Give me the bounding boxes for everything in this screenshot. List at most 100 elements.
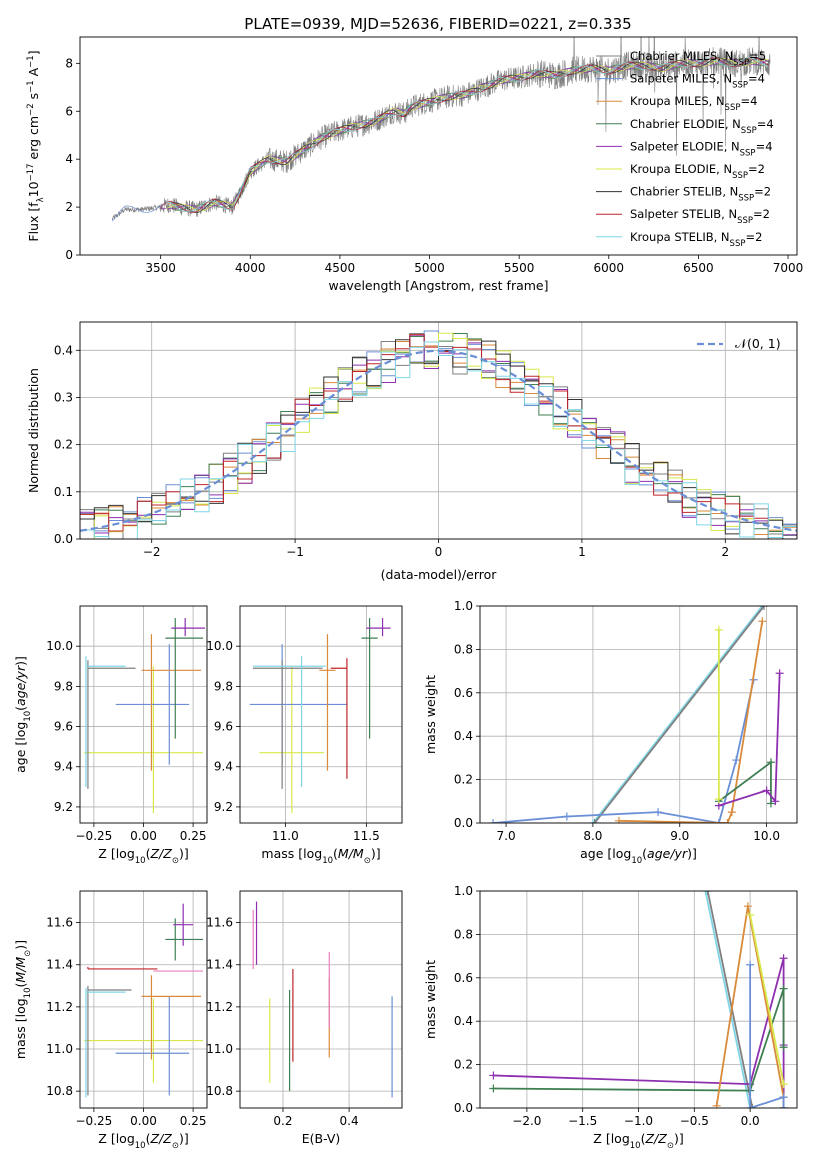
y-tick-label: 10.0 bbox=[206, 639, 233, 653]
label-part: Z/Z bbox=[644, 1131, 667, 1146]
weight-marker bbox=[748, 1104, 757, 1108]
y-tick-label: 11.6 bbox=[206, 916, 233, 930]
y-tick-label: 9.8 bbox=[214, 679, 233, 693]
y-tick-label: 0.4 bbox=[454, 1014, 473, 1028]
weight-marker bbox=[779, 1080, 788, 1089]
residuals-ylabel: Normed distribution bbox=[26, 368, 41, 493]
model-line bbox=[165, 58, 769, 212]
y-tick-label: 0.1 bbox=[54, 485, 73, 499]
label-part: mass [log bbox=[261, 846, 322, 861]
y-tick-label: 11.6 bbox=[46, 916, 73, 930]
errorbar-point bbox=[366, 618, 391, 637]
label-part: ⊙ bbox=[364, 856, 371, 866]
histogram-3 bbox=[80, 333, 797, 539]
x-tick-label: −0.5 bbox=[680, 1114, 709, 1128]
label-part: )] bbox=[179, 846, 189, 861]
y-tick-label: 11.0 bbox=[206, 1042, 233, 1056]
y-tick-label: 0.8 bbox=[454, 642, 473, 656]
weight-marker bbox=[654, 808, 663, 817]
label-part: λ bbox=[36, 197, 46, 202]
axes-frame bbox=[79, 321, 798, 540]
label-part: =4 bbox=[756, 139, 773, 153]
y-tick-label: 9.4 bbox=[214, 760, 233, 774]
legend-label: Kroupa ELODIE, NSSP=2 bbox=[630, 162, 765, 181]
weight-marker bbox=[779, 984, 788, 993]
x-tick-label: 6000 bbox=[594, 261, 625, 275]
x-tick-label: 0.25 bbox=[180, 1114, 207, 1128]
y-tick-label: 6 bbox=[65, 104, 73, 118]
weight-marker bbox=[766, 758, 775, 767]
y-tick-label: 0.0 bbox=[54, 532, 73, 546]
weight-marker bbox=[746, 1104, 755, 1108]
y-tick-label: 0.4 bbox=[54, 343, 73, 357]
label-part: )] bbox=[13, 656, 28, 666]
label-part: ( bbox=[146, 1131, 151, 1146]
y-tick-label: 10.0 bbox=[46, 639, 73, 653]
weight-line-1 bbox=[706, 891, 754, 1108]
label-part: ⊙ bbox=[172, 1141, 179, 1151]
label-part: 10 bbox=[631, 856, 642, 866]
x-tick-label: 0.2 bbox=[273, 1114, 292, 1128]
x-tick-label: −2.0 bbox=[512, 1114, 541, 1128]
errorbar-point bbox=[165, 918, 204, 961]
weight-marker bbox=[714, 795, 723, 804]
x-tick-label: 2 bbox=[721, 545, 729, 559]
weight-marker bbox=[714, 819, 723, 823]
z-weight-panel: −2.0 −1.5 −1.0 −0.5 0.0 0.0 0.2 0.4 0.6 0.8 1.0 Z [… bbox=[423, 884, 798, 1151]
label-part: −1 bbox=[26, 80, 36, 93]
label-part: )] bbox=[371, 846, 381, 861]
ebv-mass-panel: 0.2 0.4 10.8 11.0 11.2 11.4 11.6 E(B-V) bbox=[206, 890, 403, 1146]
y-tick-label: 9.2 bbox=[214, 800, 233, 814]
x-tick-label: 8.0 bbox=[583, 829, 602, 843]
label-part: Z [log bbox=[98, 1131, 134, 1146]
label-part: 10 bbox=[135, 856, 146, 866]
label-part: )] bbox=[179, 1131, 189, 1146]
spectrum-ylabel: Flux [fλ10−17 erg cm−2 s−1 A−1] bbox=[26, 50, 46, 241]
age-weight-ylabel: mass weight bbox=[423, 675, 438, 754]
label-part: Z [log bbox=[98, 846, 134, 861]
y-tick-label: 1.0 bbox=[454, 884, 473, 898]
x-tick-label: 9.0 bbox=[670, 829, 689, 843]
y-tick-label: 0.3 bbox=[54, 390, 73, 404]
x-tick-label: 0.25 bbox=[180, 829, 207, 843]
weight-line-5 bbox=[718, 673, 781, 807]
figure-title: PLATE=0939, MJD=52636, FIBERID=0221, z=0… bbox=[244, 15, 631, 33]
label-part: ⊙ bbox=[23, 950, 33, 957]
label-part: Chabrier ELODIE, N bbox=[630, 117, 741, 131]
x-tick-label: 3500 bbox=[145, 261, 176, 275]
errorbar-point bbox=[83, 666, 204, 813]
errorbar-point bbox=[83, 998, 204, 1083]
weight-marker bbox=[701, 891, 710, 895]
histogram-2 bbox=[80, 339, 797, 539]
label-part: age/yr bbox=[647, 846, 688, 861]
label-part: ⊙ bbox=[667, 1141, 674, 1151]
weight-marker bbox=[614, 816, 623, 823]
label-part: =5 bbox=[749, 49, 766, 63]
weight-marker bbox=[758, 617, 767, 626]
legend-label: Salpeter ELODIE, NSSP=4 bbox=[630, 139, 773, 158]
label-part: Z [log bbox=[593, 1131, 629, 1146]
weight-marker bbox=[712, 1101, 721, 1108]
label-part: ( bbox=[333, 846, 338, 861]
x-tick-label: 5500 bbox=[504, 261, 535, 275]
x-tick-label: 5000 bbox=[414, 261, 445, 275]
weight-marker bbox=[779, 1104, 788, 1108]
label-part: −1 bbox=[26, 55, 36, 68]
weight-marker bbox=[723, 819, 732, 823]
x-tick-label: −0.25 bbox=[76, 829, 113, 843]
weight-marker bbox=[759, 606, 768, 610]
y-tick-label: 9.6 bbox=[214, 720, 233, 734]
label-part: wavelength [Angstrom, rest frame] bbox=[328, 278, 548, 293]
label-part: E(B-V) bbox=[302, 1131, 341, 1146]
y-tick-label: 2 bbox=[65, 200, 73, 214]
x-tick-label: 4000 bbox=[235, 261, 266, 275]
y-tick-label: 11.4 bbox=[206, 958, 233, 972]
weight-line-0 bbox=[592, 606, 763, 823]
label-part: Kroupa STELIB, N bbox=[630, 230, 730, 244]
label-part: SSP bbox=[732, 171, 748, 181]
y-tick-label: 10.8 bbox=[206, 1084, 233, 1098]
label-part: ⊙ bbox=[172, 856, 179, 866]
y-tick-label: 11.4 bbox=[46, 958, 73, 972]
